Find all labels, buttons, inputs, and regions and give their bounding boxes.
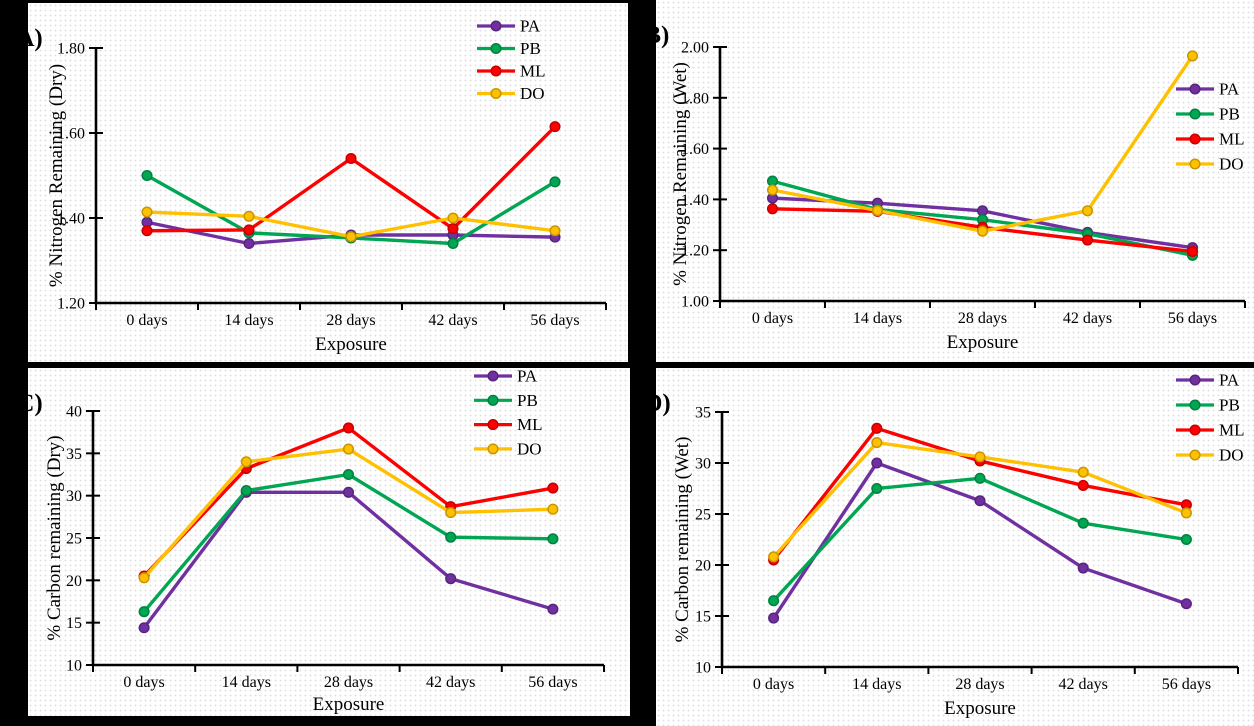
panel-a-label: (A) (8, 25, 43, 52)
svg-text:14 days: 14 days (852, 676, 901, 693)
svg-text:56 days: 56 days (1168, 310, 1217, 327)
svg-text:25: 25 (695, 507, 711, 524)
chart-d-svg: 10 15 20 25 30 35 0 days 14 days 28 days 42 days 5… (672, 371, 1245, 720)
svg-text:ML: ML (517, 415, 543, 434)
svg-text:1.20: 1.20 (57, 296, 85, 313)
svg-text:28 days: 28 days (324, 674, 373, 691)
svg-text:1.20: 1.20 (681, 243, 709, 260)
panel-c-carbon-dry-chart: 10 15 20 25 30 35 40 0 days 14 days 28 days 42 day… (28, 368, 630, 716)
svg-text:PB: PB (1219, 105, 1240, 124)
chart-b-svg: 1.00 1.20 1.40 1.60 1.80 2.00 0 days 14 days 28 … (670, 40, 1246, 353)
svg-text:42 days: 42 days (428, 312, 477, 329)
svg-text:20: 20 (66, 573, 82, 590)
panel-a-nitrogen-dry-chart: 1.20 1.40 1.60 1.80 0 days 14 days 28 days 42 d… (28, 3, 628, 362)
svg-text:PB: PB (1219, 396, 1240, 415)
svg-text:DO: DO (517, 439, 542, 458)
svg-text:Exposure: Exposure (947, 332, 1019, 353)
panel-b-label: (B) (636, 22, 670, 49)
panel-d-label: (D) (636, 390, 671, 417)
svg-text:56 days: 56 days (528, 674, 577, 691)
svg-text:PA: PA (1219, 80, 1240, 99)
svg-text:ML: ML (520, 62, 546, 81)
svg-text:1.40: 1.40 (57, 211, 85, 228)
svg-text:1.40: 1.40 (681, 192, 709, 209)
svg-text:PA: PA (520, 17, 541, 36)
svg-text:56 days: 56 days (530, 312, 579, 329)
svg-text:% Carbon remaining (Dry): % Carbon remaining (Dry) (44, 435, 65, 640)
svg-text:Exposure: Exposure (313, 694, 385, 715)
svg-text:42 days: 42 days (1063, 310, 1112, 327)
svg-text:PA: PA (1219, 371, 1240, 390)
svg-text:28 days: 28 days (958, 310, 1007, 327)
svg-text:10: 10 (66, 658, 82, 675)
svg-text:1.80: 1.80 (57, 41, 85, 58)
svg-text:% Nitrogen Remaining (Dry): % Nitrogen Remaining (Dry) (46, 64, 67, 287)
svg-text:0 days: 0 days (752, 310, 793, 327)
panel-c-label: (C) (8, 390, 43, 417)
svg-text:14 days: 14 days (853, 310, 902, 327)
svg-text:10: 10 (695, 660, 711, 677)
svg-text:ML: ML (1219, 130, 1245, 149)
panel-d-carbon-wet-chart: 10 15 20 25 30 35 0 days 14 days 28 days 42 days 5… (656, 368, 1254, 726)
svg-text:56 days: 56 days (1162, 676, 1211, 693)
svg-text:% Nitrogen Remaining (Wet): % Nitrogen Remaining (Wet) (670, 62, 691, 286)
svg-text:1.60: 1.60 (681, 141, 709, 158)
svg-text:0 days: 0 days (126, 312, 167, 329)
svg-text:42 days: 42 days (1059, 676, 1108, 693)
svg-text:1.60: 1.60 (57, 126, 85, 143)
svg-text:1.80: 1.80 (681, 90, 709, 107)
svg-text:DO: DO (1219, 446, 1244, 465)
svg-text:15: 15 (695, 609, 711, 626)
svg-text:30: 30 (66, 488, 82, 505)
svg-text:0 days: 0 days (123, 674, 164, 691)
svg-text:15: 15 (66, 615, 82, 632)
svg-text:PA: PA (517, 368, 538, 386)
svg-text:30: 30 (695, 456, 711, 473)
svg-text:35: 35 (695, 405, 711, 422)
svg-text:42 days: 42 days (426, 674, 475, 691)
svg-text:2.00: 2.00 (681, 40, 709, 57)
svg-text:14 days: 14 days (222, 674, 271, 691)
svg-text:1.00: 1.00 (681, 294, 709, 311)
svg-text:0 days: 0 days (753, 676, 794, 693)
svg-text:20: 20 (695, 558, 711, 575)
chart-a-svg: 1.20 1.40 1.60 1.80 0 days 14 days 28 days 42 d… (46, 17, 607, 355)
chart-c-svg: 10 15 20 25 30 35 40 0 days 14 days 28 days 42 day… (44, 368, 605, 715)
svg-text:25: 25 (66, 531, 82, 548)
svg-text:% Carbon remaining (Wet): % Carbon remaining (Wet) (672, 437, 693, 643)
svg-text:ML: ML (1219, 421, 1245, 440)
svg-text:40: 40 (66, 404, 82, 421)
svg-text:DO: DO (1219, 155, 1244, 174)
svg-text:35: 35 (66, 446, 82, 463)
svg-text:DO: DO (520, 84, 545, 103)
svg-text:28 days: 28 days (326, 312, 375, 329)
svg-text:Exposure: Exposure (315, 334, 387, 355)
svg-text:28 days: 28 days (955, 676, 1004, 693)
svg-text:PB: PB (520, 39, 541, 58)
svg-text:Exposure: Exposure (944, 698, 1016, 719)
panel-b-nitrogen-wet-chart: 1.00 1.20 1.40 1.60 1.80 2.00 0 days 14 days 28 … (656, 0, 1254, 362)
svg-text:PB: PB (517, 391, 538, 410)
svg-text:14 days: 14 days (224, 312, 273, 329)
